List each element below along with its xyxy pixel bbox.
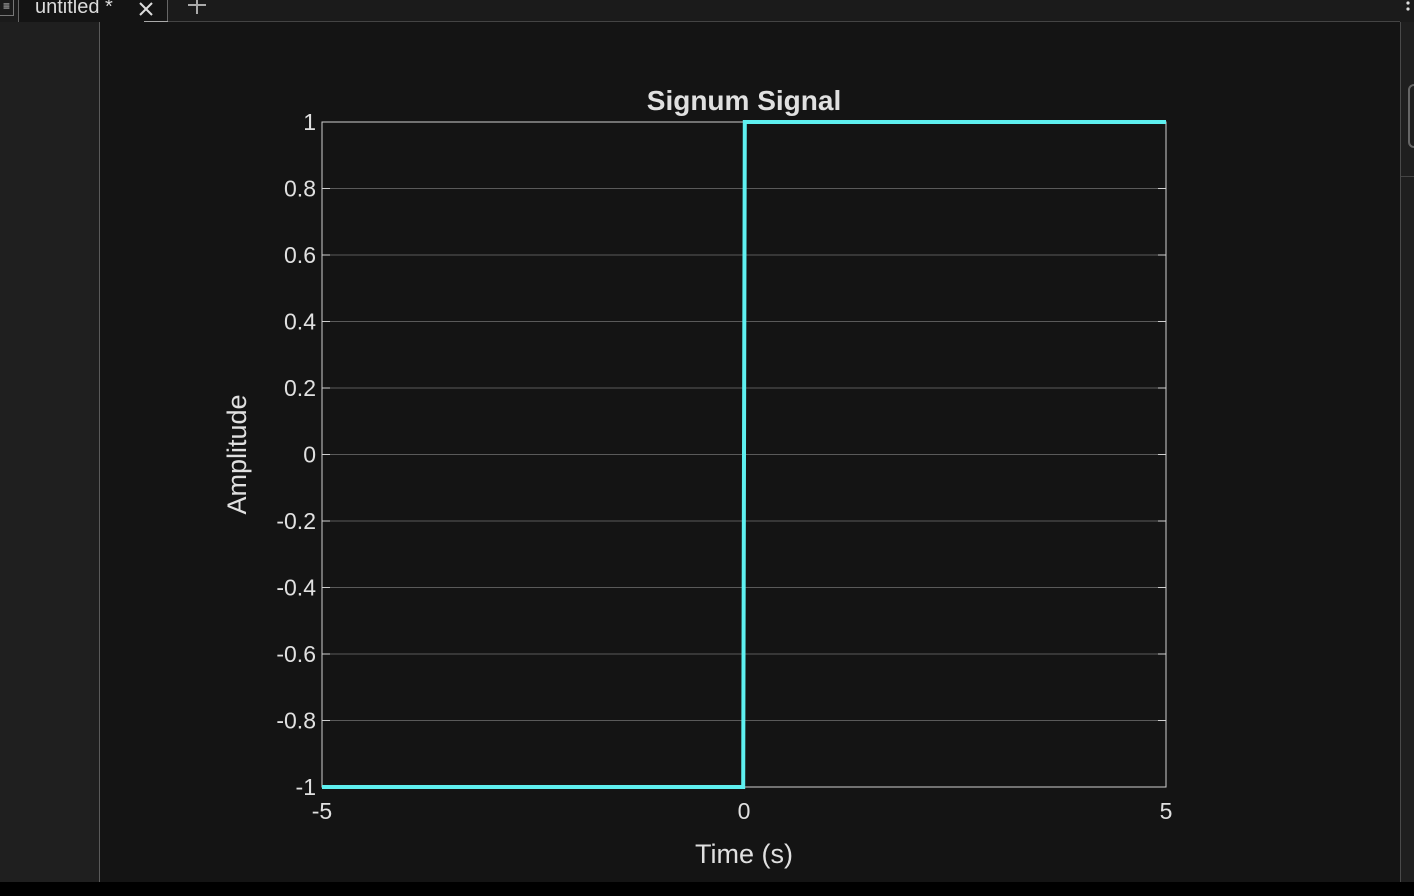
y-tick-label: 0.6	[284, 242, 316, 268]
right-panel	[1400, 22, 1414, 882]
y-tick-label: -1	[296, 774, 316, 800]
y-tick-label: -0.4	[276, 575, 316, 601]
y-tick-label: 0.4	[284, 309, 316, 335]
kebab-icon[interactable]	[1404, 0, 1412, 16]
x-tick-label: 5	[1160, 798, 1173, 824]
tab-untitled[interactable]: untitled *	[18, 0, 168, 22]
y-tick-label: -0.2	[276, 508, 316, 534]
tab-bar-divider	[168, 21, 1400, 22]
y-tick-label: 0.8	[284, 176, 316, 202]
close-icon[interactable]	[137, 0, 155, 18]
x-axis-label: Time (s)	[695, 839, 793, 869]
y-tick-label: 1	[303, 109, 316, 135]
status-bar	[0, 882, 1414, 896]
menu-icon[interactable]: ≡	[0, 0, 14, 16]
tab-label: untitled *	[35, 0, 113, 18]
tab-bar: ≡ untitled *	[0, 0, 1414, 22]
tab-underline	[144, 21, 168, 22]
y-tick-label: 0	[303, 442, 316, 468]
panel-divider	[1401, 176, 1414, 177]
y-tick-label: -0.8	[276, 708, 316, 734]
series-line-0	[322, 120, 1166, 789]
y-axis-label: Amplitude	[222, 394, 252, 514]
chart-title: Signum Signal	[647, 85, 841, 116]
left-panel	[0, 22, 100, 882]
x-tick-label: -5	[312, 798, 332, 824]
y-tick-label: 0.2	[284, 375, 316, 401]
y-tick-label: -0.6	[276, 641, 316, 667]
plus-icon[interactable]	[186, 0, 208, 16]
panel-handle[interactable]	[1408, 84, 1414, 148]
x-tick-label: 0	[738, 798, 751, 824]
